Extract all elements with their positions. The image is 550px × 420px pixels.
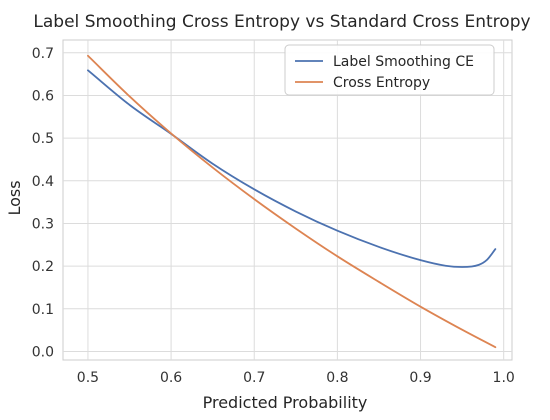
y-tick-label: 0.0 xyxy=(32,344,54,360)
y-tick-label: 0.7 xyxy=(32,46,54,62)
x-tick-label: 0.5 xyxy=(77,370,99,386)
y-axis-label: Loss xyxy=(5,180,24,215)
x-tick-label: 1.0 xyxy=(493,370,515,386)
y-tick-label: 0.1 xyxy=(32,302,54,318)
legend: Label Smoothing CE Cross Entropy xyxy=(284,44,495,96)
x-tick-label: 0.7 xyxy=(243,370,265,386)
tick-labels: 0.5 0.6 0.7 0.8 0.9 1.0 0.0 0.1 0.2 0.3 0.4 0.5 0.6 0… xyxy=(32,46,515,386)
x-axis-label: Predicted Probability xyxy=(203,393,368,412)
series-line-cross-entropy xyxy=(87,54,497,349)
legend-box xyxy=(284,44,495,96)
x-tick-label: 0.6 xyxy=(160,370,182,386)
chart-title: Label Smoothing Cross Entropy vs Standar… xyxy=(33,12,530,32)
y-tick-label: 0.2 xyxy=(32,259,54,275)
legend-label: Cross Entropy xyxy=(333,75,430,91)
legend-label: Label Smoothing CE xyxy=(333,54,474,70)
y-tick-label: 0.6 xyxy=(32,88,54,104)
y-tick-label: 0.5 xyxy=(32,131,54,147)
y-tick-label: 0.4 xyxy=(32,174,54,190)
series-lines xyxy=(87,54,497,349)
x-tick-label: 0.8 xyxy=(326,370,348,386)
x-tick-label: 0.9 xyxy=(409,370,431,386)
y-tick-label: 0.3 xyxy=(32,216,54,232)
